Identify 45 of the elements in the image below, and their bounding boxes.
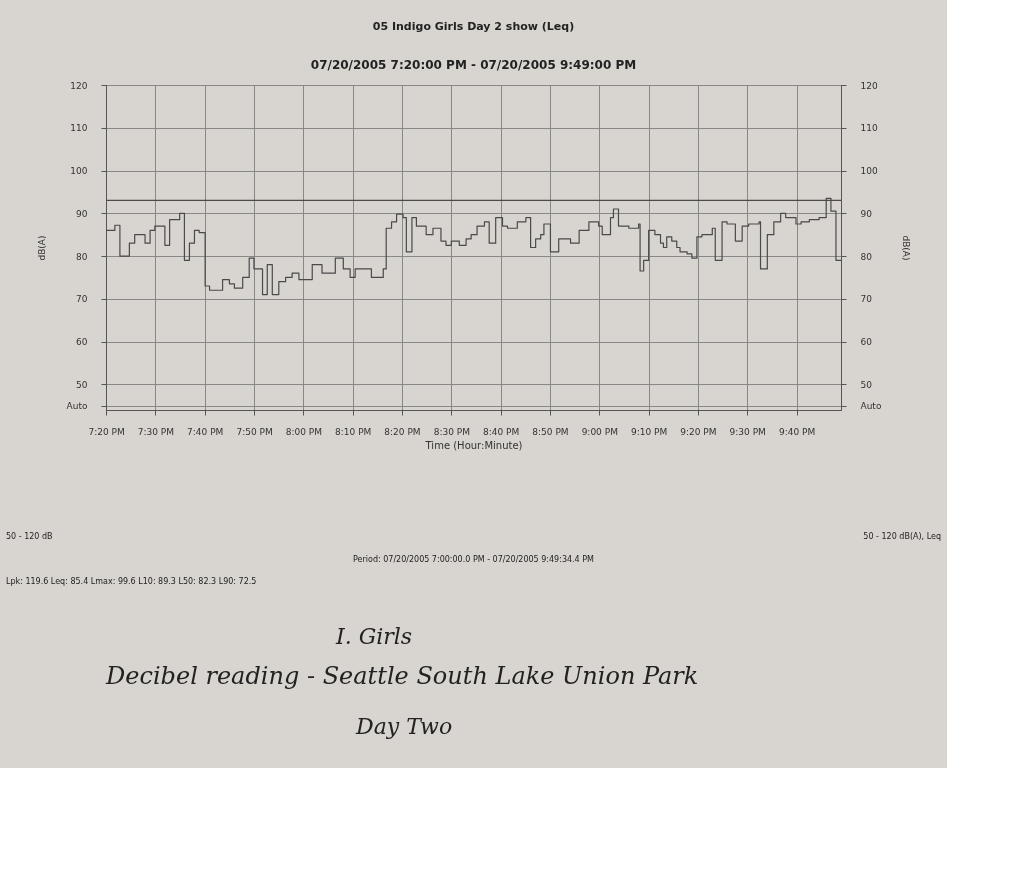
x-tick-label: 8:30 PM	[433, 426, 470, 437]
text: Day Two	[355, 714, 453, 739]
x-tick-label: 8:00 PM	[285, 426, 322, 437]
x-tick-label: 8:40 PM	[483, 426, 520, 437]
chart-title: 05 Indigo Girls Day 2 show (Leq)	[372, 20, 575, 33]
y-tick-label: 110	[70, 123, 88, 134]
x-tick-label: 9:10 PM	[630, 426, 668, 437]
y-tick-label: 80	[76, 251, 88, 262]
x-tick-label: 9:30 PM	[729, 426, 766, 437]
y2-tick-label: 70	[860, 294, 873, 305]
y2-tick-label: 100	[860, 166, 878, 177]
y-tick-label: Auto	[66, 401, 88, 412]
y-tick-label: 100	[70, 166, 88, 177]
x-tick-label: 9:00 PM	[581, 426, 618, 437]
y2-tick-label: 60	[860, 337, 873, 348]
x-tick-label: 7:30 PM	[137, 426, 175, 437]
x-tick-label: 9:40 PM	[778, 426, 816, 437]
y-tick-label: 50	[76, 379, 88, 390]
text: 50 - 120 dB(A), Leq	[863, 532, 941, 541]
x-tick-label: 8:50 PM	[532, 426, 569, 437]
chart-subtitle: 07/20/2005 7:20:00 PM - 07/20/2005 9:49:00 PM	[310, 58, 637, 72]
text: Decibel reading - Seattle South Lake Union Park	[105, 662, 699, 690]
y-tick-label: 70	[76, 294, 88, 305]
y2-tick-label: 80	[860, 251, 873, 262]
text: 50 - 120 dB	[6, 532, 53, 541]
x-tick-label: 8:10 PM	[335, 426, 372, 437]
y2-tick-label: Auto	[860, 401, 882, 412]
x-tick-label: 7:40 PM	[187, 426, 224, 437]
y-tick-label: 120	[70, 80, 88, 91]
x-axis-title: Time (Hour:Minute)	[424, 439, 523, 451]
y2-tick-label: 50	[860, 379, 873, 390]
x-tick-label: 7:20 PM	[88, 426, 125, 437]
x-tick-label: 8:20 PM	[384, 426, 421, 437]
x-tick-label: 7:50 PM	[236, 426, 273, 437]
y-axis-title: dB(A)	[36, 235, 47, 261]
y2-tick-label: 110	[860, 123, 878, 134]
y2-tick-label: 120	[860, 80, 878, 91]
y-tick-label: 60	[76, 337, 88, 348]
text: Period: 07/20/2005 7:00:00.0 PM - 07/20/2005 9:49:34.4 PM	[353, 555, 595, 564]
y-tick-label: 90	[76, 208, 88, 219]
text: Lpk: 119.6 Leq: 85.4 Lmax: 99.6 L10: 89.3 L50: 82.3 L90: 72.5	[6, 577, 257, 586]
y2-tick-label: 90	[860, 208, 873, 219]
x-tick-label: 9:20 PM	[680, 426, 717, 437]
y2-axis-title: dB(A)	[901, 235, 912, 261]
text: I. Girls	[335, 624, 413, 649]
